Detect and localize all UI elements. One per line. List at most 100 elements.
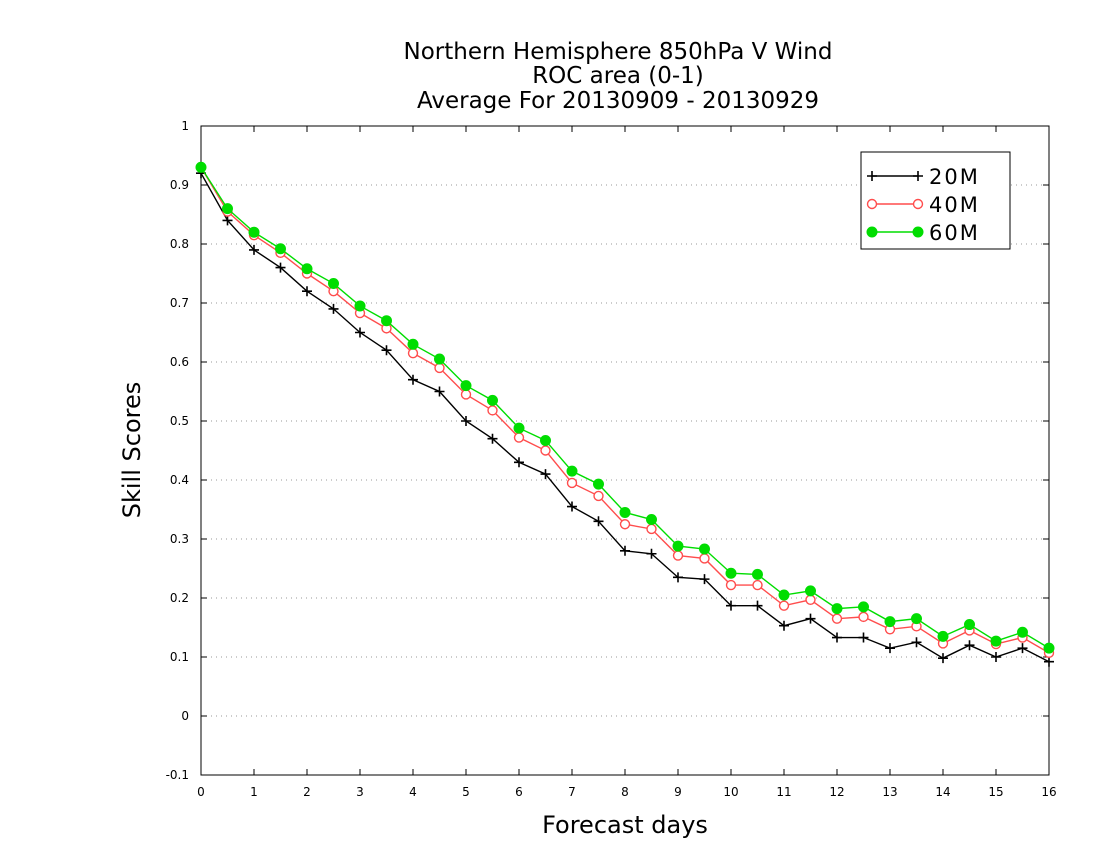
data-point-40m bbox=[831, 613, 843, 624]
legend-entry-40m: 40M bbox=[866, 193, 978, 217]
data-point-20m bbox=[461, 416, 471, 426]
data-point-40m bbox=[593, 490, 604, 502]
data-point-60m bbox=[566, 465, 578, 477]
data-point-20m bbox=[249, 244, 259, 255]
data-point-20m bbox=[911, 637, 922, 648]
legend-label: 20M bbox=[929, 165, 980, 189]
data-point-20m bbox=[885, 643, 895, 654]
data-point-40m bbox=[858, 611, 869, 623]
data-point-60m bbox=[301, 263, 313, 275]
data-point-60m bbox=[912, 226, 924, 238]
data-point-60m bbox=[460, 380, 472, 392]
legend: 20M 40M 60M bbox=[860, 151, 1011, 250]
x-tick-label: 2 bbox=[303, 785, 311, 799]
data-point-20m bbox=[1044, 656, 1054, 667]
data-point-20m bbox=[991, 652, 1001, 662]
y-tick-label: 0.9 bbox=[170, 178, 189, 192]
data-point-40m bbox=[566, 477, 578, 489]
data-point-20m bbox=[938, 653, 948, 664]
data-point-20m bbox=[434, 386, 445, 397]
data-point-40m bbox=[778, 600, 790, 611]
data-point-40m bbox=[487, 405, 498, 416]
title-line-2: ROC area (0-1) bbox=[532, 63, 704, 89]
y-tick-label: 0.8 bbox=[170, 237, 189, 251]
legend-entry-20m: 20M bbox=[867, 165, 980, 189]
data-point-60m bbox=[593, 478, 604, 490]
data-point-40m bbox=[513, 432, 525, 443]
data-point-60m bbox=[646, 514, 657, 526]
legend-entry-60m: 60M bbox=[866, 221, 980, 245]
data-point-60m bbox=[407, 338, 419, 350]
x-tick-label: 11 bbox=[776, 785, 791, 799]
data-point-20m bbox=[752, 600, 763, 611]
data-point-60m bbox=[248, 226, 260, 238]
y-tick-label: 0.7 bbox=[170, 296, 189, 310]
data-point-60m bbox=[619, 506, 631, 518]
data-point-20m bbox=[779, 620, 789, 631]
y-axis-ticks: -0.1 0 0.1 0.2 0.3 0.4 0.5 0.6 0.7 0.8 0.9 1 bbox=[166, 119, 1049, 782]
legend-box bbox=[860, 151, 1011, 250]
data-point-60m bbox=[725, 567, 737, 579]
data-point-40m bbox=[407, 347, 419, 359]
y-tick-label: 0 bbox=[181, 709, 189, 723]
data-point-40m bbox=[434, 362, 445, 374]
data-point-60m bbox=[884, 616, 896, 628]
x-tick-label: 5 bbox=[462, 785, 470, 799]
data-point-40m bbox=[619, 519, 631, 530]
data-point-60m bbox=[964, 619, 975, 631]
x-tick-label: 7 bbox=[568, 785, 576, 799]
data-point-20m bbox=[673, 572, 683, 583]
data-point-40m bbox=[805, 594, 816, 605]
data-point-60m bbox=[222, 203, 233, 215]
data-point-20m bbox=[913, 171, 923, 181]
y-tick-label: 0.5 bbox=[170, 414, 189, 428]
data-point-20m bbox=[1017, 643, 1028, 654]
x-tick-label: 0 bbox=[197, 785, 205, 799]
y-tick-label: -0.1 bbox=[166, 768, 189, 782]
chart-title: Northern Hemisphere 850hPa V Wind ROC ar… bbox=[404, 39, 833, 114]
y-tick-label: 0.4 bbox=[170, 473, 189, 487]
data-point-20m bbox=[832, 632, 842, 643]
data-point-60m bbox=[540, 434, 551, 446]
data-point-60m bbox=[513, 422, 525, 434]
data-point-60m bbox=[778, 589, 790, 601]
data-point-20m bbox=[514, 457, 524, 468]
data-point-60m bbox=[990, 635, 1002, 647]
x-tick-label: 8 bbox=[621, 785, 629, 799]
x-tick-label: 10 bbox=[723, 785, 738, 799]
series-20m bbox=[196, 168, 1054, 667]
data-point-20m bbox=[328, 303, 339, 314]
data-point-60m bbox=[1017, 626, 1028, 638]
title-line-1: Northern Hemisphere 850hPa V Wind bbox=[404, 39, 833, 65]
x-tick-label: 1 bbox=[250, 785, 258, 799]
series-60m bbox=[195, 161, 1055, 654]
data-point-20m bbox=[867, 171, 877, 181]
data-point-20m bbox=[540, 469, 551, 480]
data-point-40m bbox=[752, 579, 763, 591]
data-point-60m bbox=[328, 278, 339, 290]
x-tick-label: 4 bbox=[409, 785, 417, 799]
data-point-20m bbox=[858, 632, 869, 643]
data-point-60m bbox=[354, 300, 366, 312]
data-point-60m bbox=[858, 601, 869, 613]
data-point-60m bbox=[672, 540, 684, 552]
data-point-20m bbox=[567, 501, 577, 512]
y-tick-label: 0.1 bbox=[170, 650, 189, 664]
data-point-60m bbox=[434, 353, 445, 365]
legend-label: 60M bbox=[929, 221, 980, 245]
data-point-60m bbox=[911, 613, 922, 625]
data-point-20m bbox=[302, 286, 312, 297]
data-point-60m bbox=[195, 161, 207, 173]
x-tick-label: 12 bbox=[829, 785, 844, 799]
data-point-40m bbox=[540, 445, 551, 456]
data-point-20m bbox=[593, 516, 604, 527]
data-point-20m bbox=[726, 600, 736, 611]
x-tick-label: 14 bbox=[935, 785, 950, 799]
data-point-40m bbox=[672, 550, 684, 561]
data-point-20m bbox=[381, 345, 392, 356]
x-tick-label: 13 bbox=[882, 785, 897, 799]
data-point-60m bbox=[937, 630, 949, 642]
data-point-40m bbox=[725, 579, 737, 591]
data-point-60m bbox=[831, 603, 843, 615]
y-axis-label: Skill Scores bbox=[118, 382, 146, 519]
